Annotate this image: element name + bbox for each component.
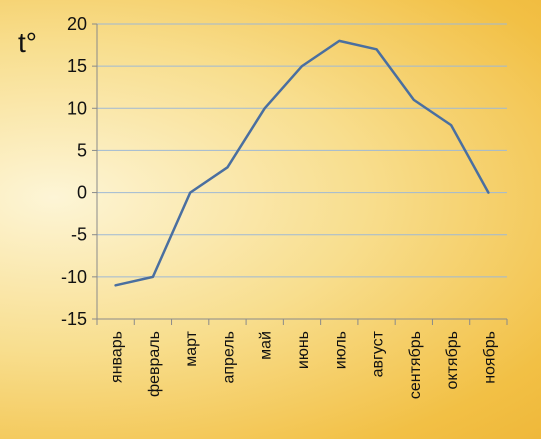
x-tick-label: сентябрь bbox=[407, 331, 424, 399]
y-tick-labels: -15 -10 -5 0 5 10 15 20 bbox=[61, 14, 87, 329]
x-tick-label: май bbox=[258, 331, 275, 360]
x-tick-label: июнь bbox=[295, 331, 312, 369]
x-tick-labels: январь февраль март апрель май июнь июль август… bbox=[109, 330, 499, 399]
y-tick-label: 15 bbox=[67, 56, 87, 76]
x-tick-label: февраль bbox=[146, 331, 163, 397]
x-tick-label: июль bbox=[332, 331, 349, 369]
x-tick-label: январь bbox=[109, 331, 126, 383]
y-tick-label: 20 bbox=[67, 14, 87, 34]
x-tick-label: октябрь bbox=[444, 331, 461, 389]
y-tick-label: -5 bbox=[71, 225, 87, 245]
x-tick-label: март bbox=[183, 330, 200, 366]
gridlines bbox=[97, 23, 507, 278]
x-tick-label: апрель bbox=[220, 331, 237, 384]
x-tick-label: август bbox=[370, 330, 387, 377]
y-tick-label: 0 bbox=[77, 183, 87, 203]
axes bbox=[92, 23, 508, 325]
y-axis-label: t° bbox=[18, 27, 37, 58]
y-tick-label: 10 bbox=[67, 98, 87, 118]
series-group bbox=[114, 39, 490, 287]
y-tick-label: -15 bbox=[61, 309, 87, 329]
y-tick-label: 5 bbox=[77, 140, 87, 160]
x-tick-label: ноябрь bbox=[481, 331, 498, 384]
y-tick-label: -10 bbox=[61, 267, 87, 287]
series-line bbox=[114, 39, 490, 287]
